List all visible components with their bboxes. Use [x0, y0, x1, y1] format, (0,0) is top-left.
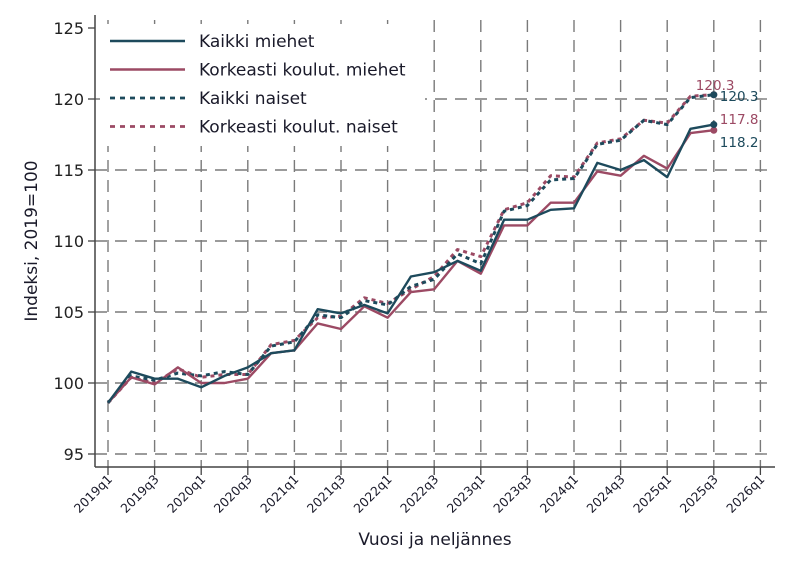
legend-label: Kaikki miehet — [199, 32, 315, 52]
y-tick-label: 105 — [53, 303, 84, 322]
x-tick-label: 2023q3 — [490, 472, 534, 516]
x-tick-label: 2020q1 — [164, 472, 208, 516]
end-value-label: 118.2 — [720, 135, 759, 151]
series-line-0 — [107, 123, 715, 404]
series-end-marker — [710, 126, 718, 134]
x-tick-label: 2019q3 — [117, 472, 161, 516]
series-line-3 — [106, 93, 714, 404]
x-tick-label: 2024q1 — [537, 472, 581, 516]
y-tick-label: 95 — [64, 445, 84, 464]
series-line-2 — [106, 93, 714, 404]
y-tick-label: 100 — [53, 374, 84, 393]
x-tick-label: 2020q3 — [211, 472, 255, 516]
end-value-label: 117.8 — [720, 112, 759, 128]
x-tick-label: 2026q1 — [723, 472, 767, 516]
series-end-marker — [710, 121, 718, 129]
legend: Kaikki miehet Korkeasti koulut. miehet Kai… — [100, 24, 425, 146]
legend-label: Kaikki naiset — [199, 89, 307, 109]
series-end-marker — [710, 91, 718, 99]
y-tick-label: 115 — [53, 161, 84, 180]
x-tick-label: 2021q1 — [257, 472, 301, 516]
series-line-1 — [107, 129, 714, 404]
end-value-label: 120.3 — [696, 78, 735, 94]
y-ticks: 95 100 105 110 115 120 125 — [53, 19, 95, 464]
x-tick-label: 2023q1 — [444, 472, 488, 516]
x-tick-label: 2022q3 — [397, 472, 441, 516]
x-tick-label: 2024q3 — [583, 472, 627, 516]
y-tick-label: 120 — [53, 90, 84, 109]
gridlines — [95, 20, 770, 467]
y-tick-label: 125 — [53, 19, 84, 38]
x-tick-label: 2019q1 — [71, 472, 115, 516]
y-axis-title: Indeksi, 2019=100 — [22, 160, 42, 321]
y-tick-label: 110 — [53, 232, 84, 251]
x-tick-label: 2025q1 — [630, 472, 674, 516]
x-ticks: 2019q1 2019q3 2020q1 2020q3 2021q1 2021q3 2022… — [71, 467, 768, 516]
x-tick-label: 2021q3 — [304, 472, 348, 516]
legend-label: Korkeasti koulut. miehet — [199, 61, 406, 81]
x-tick-label: 2025q3 — [677, 472, 721, 516]
end-value-label: 120.3 — [720, 89, 759, 105]
series-lines — [106, 91, 718, 404]
x-axis-title: Vuosi ja neljännes — [358, 530, 511, 550]
x-tick-label: 2022q1 — [350, 472, 394, 516]
legend-label: Korkeasti koulut. naiset — [199, 118, 398, 138]
